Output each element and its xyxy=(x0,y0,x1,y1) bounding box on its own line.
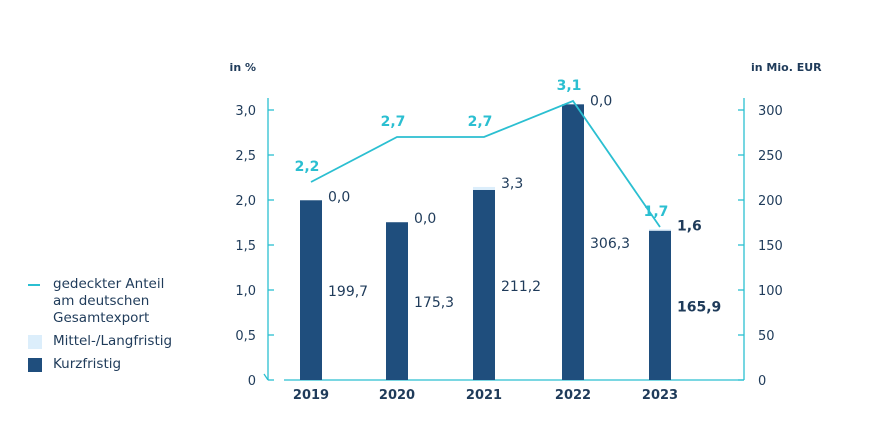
left-tick-label: 1,0 xyxy=(235,284,256,299)
x-tick-label: 2020 xyxy=(379,388,415,403)
legend-box-swatch-short xyxy=(28,358,42,372)
right-tick-label: 250 xyxy=(758,149,783,164)
data-label-mittel-langfristig: 1,6 xyxy=(677,218,702,234)
data-label-mittel-langfristig: 0,0 xyxy=(590,93,612,109)
data-label-mittel-langfristig: 0,0 xyxy=(328,189,350,205)
right-axis-unit: in Mio. EUR xyxy=(751,61,822,74)
bars xyxy=(300,104,671,380)
data-label-mittel-langfristig: 3,3 xyxy=(501,176,523,192)
left-tick-label: 3,0 xyxy=(235,104,256,119)
right-tick-label: 300 xyxy=(758,104,783,119)
left-axis-break xyxy=(263,373,269,381)
data-label-share: 2,7 xyxy=(468,114,493,130)
bar-kurzfristig xyxy=(649,230,671,380)
data-label-kurzfristig: 199,7 xyxy=(328,284,368,300)
legend-box-swatch-long xyxy=(28,335,42,349)
bar-kurzfristig xyxy=(386,222,408,380)
data-label-kurzfristig: 306,3 xyxy=(590,236,630,252)
left-tick-label: 0 xyxy=(248,374,256,389)
left-tick-label: 1,5 xyxy=(235,239,256,254)
x-tick-label: 2021 xyxy=(466,388,502,403)
legend: gedeckter Anteil am deutschen Gesamtexpo… xyxy=(28,276,172,379)
data-label-share: 3,1 xyxy=(557,78,582,94)
legend-line-swatch xyxy=(28,284,40,286)
right-tick-label: 50 xyxy=(758,329,775,344)
bar-kurzfristig xyxy=(300,200,322,380)
bar-kurzfristig xyxy=(562,104,584,380)
bar-mittel-langfristig xyxy=(473,186,495,190)
data-label-share: 2,7 xyxy=(381,114,406,130)
right-tick-label: 150 xyxy=(758,239,783,254)
data-label-share: 1,7 xyxy=(644,204,669,220)
legend-label-short: Kurzfristig xyxy=(53,356,122,372)
left-tick-label: 2,5 xyxy=(235,149,256,164)
bar-kurzfristig xyxy=(473,189,495,380)
legend-item-share: gedeckter Anteil am deutschen Gesamtexpo… xyxy=(28,276,172,327)
right-tick-label: 100 xyxy=(758,284,783,299)
left-axis-unit: in % xyxy=(230,61,256,74)
left-tick-label: 2,0 xyxy=(235,194,256,209)
share-line xyxy=(310,99,661,228)
left-tick-label: 0,5 xyxy=(235,329,256,344)
x-tick-label: 2023 xyxy=(642,388,678,403)
axes: 0 0,5 1,0 1,5 2,0 2,5 3,0 in % 0 50 100 150 200 250 30… xyxy=(230,61,823,403)
data-label-kurzfristig: 165,9 xyxy=(677,299,721,315)
data-label-mittel-langfristig: 0,0 xyxy=(414,211,436,227)
legend-item-long: Mittel-/Langfristig xyxy=(28,333,172,350)
data-label-kurzfristig: 211,2 xyxy=(501,279,541,295)
x-tick-label: 2019 xyxy=(293,388,329,403)
right-tick-label: 200 xyxy=(758,194,783,209)
legend-item-short: Kurzfristig xyxy=(28,356,172,373)
legend-label-long: Mittel-/Langfristig xyxy=(53,333,173,349)
data-label-kurzfristig: 175,3 xyxy=(414,295,454,311)
x-tick-label: 2022 xyxy=(555,388,591,403)
data-label-share: 2,2 xyxy=(295,159,320,175)
data-labels: 199,7 0,0 2,2 175,3 0,0 2,7 211,2 3,3 2,7 306,3 0,… xyxy=(295,78,722,315)
legend-label-share: gedeckter Anteil am deutschen Gesamtexpo… xyxy=(53,276,165,326)
bar-mittel-langfristig xyxy=(649,229,671,231)
share-line-path xyxy=(310,99,661,228)
right-tick-label: 0 xyxy=(758,374,766,389)
